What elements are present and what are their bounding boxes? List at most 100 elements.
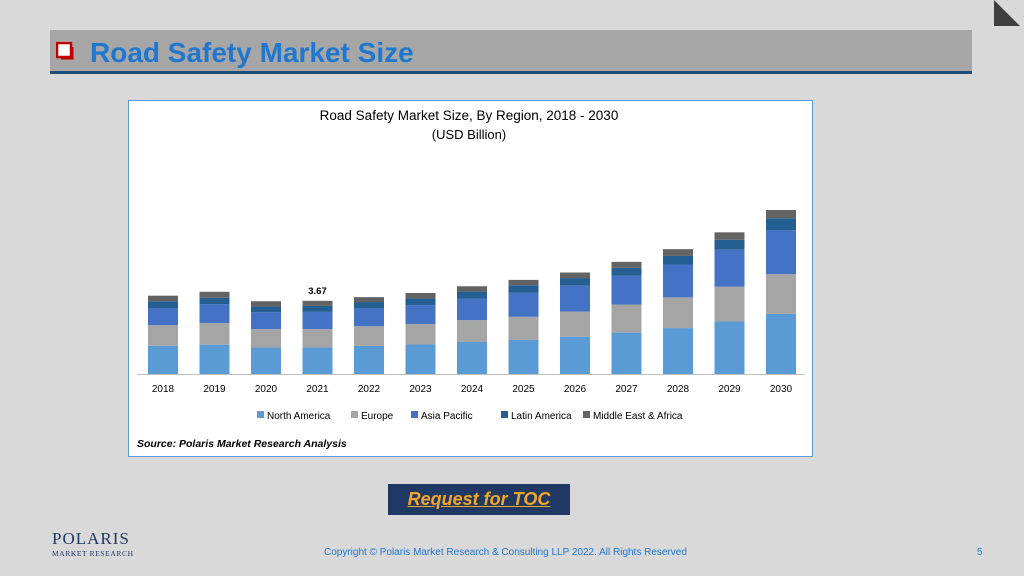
bar-segment-2025-middle-east-africa [508, 279, 539, 286]
logo-subtitle: MARKET RESEARCH [52, 549, 134, 558]
bar-segment-2019-north-america [199, 344, 230, 374]
x-tick-label: 2030 [770, 384, 793, 395]
checkbox-bullet-icon [56, 42, 74, 60]
legend-label: Middle East & Africa [593, 411, 683, 422]
bar-segment-2026-north-america [560, 336, 590, 374]
bar-segment-2025-latin-america [508, 285, 539, 293]
x-tick-label: 2025 [512, 384, 535, 395]
request-toc-button[interactable]: Request for TOC [388, 484, 570, 515]
bar-segment-2028-europe [663, 297, 693, 329]
bar-segment-2018-north-america [148, 345, 178, 374]
x-tick-label: 2029 [718, 384, 741, 395]
bar-segment-2028-north-america [663, 328, 693, 374]
bar-segment-2023-europe [405, 323, 436, 345]
bar-segment-2030-middle-east-africa [766, 210, 796, 219]
bar-segment-2020-latin-america [251, 306, 281, 313]
legend-label: Europe [361, 411, 394, 422]
bar-segment-2023-middle-east-africa [405, 293, 436, 299]
bar-segment-2027-europe [611, 304, 642, 333]
corner-triangle-decoration [994, 0, 1020, 26]
bar-segment-2021-latin-america [302, 305, 333, 312]
chart-subtitle: (USD Billion) [432, 127, 506, 142]
bar-segment-2029-asia-pacific [714, 249, 745, 287]
bar-segment-2026-middle-east-africa [560, 272, 590, 279]
data-label: 3.67 [308, 286, 327, 297]
bar-segment-2023-north-america [405, 344, 436, 374]
bar-segment-2030-north-america [766, 313, 796, 374]
bar-segment-2019-latin-america [199, 297, 230, 305]
bar-segment-2022-north-america [354, 345, 384, 374]
bar-segment-2018-europe [148, 325, 178, 346]
bar-segment-2022-asia-pacific [354, 308, 384, 327]
bar-segment-2025-north-america [508, 339, 539, 374]
bar-segment-2023-asia-pacific [405, 305, 436, 324]
bar-segment-2021-europe [302, 329, 333, 348]
bar-segment-2026-latin-america [560, 278, 590, 286]
bar-segment-2021-asia-pacific [302, 311, 333, 330]
logo-name: POLARIS [52, 529, 130, 548]
bar-segment-2022-europe [354, 326, 384, 346]
bar-segment-2028-latin-america [663, 255, 693, 265]
bar-segment-2024-middle-east-africa [457, 286, 487, 292]
page-title: Road Safety Market Size [90, 37, 414, 68]
legend-label: Latin America [511, 411, 572, 422]
footer-copyright: Copyright © Polaris Market Research & Co… [324, 547, 687, 558]
bar-segment-2030-latin-america [766, 218, 796, 231]
chart-title: Road Safety Market Size, By Region, 2018… [320, 108, 619, 123]
legend-swatch [257, 411, 264, 418]
x-tick-label: 2022 [358, 384, 381, 395]
chart-card: Road Safety Market Size, By Region, 2018… [128, 100, 813, 457]
bar-segment-2027-asia-pacific [611, 275, 642, 305]
x-tick-label: 2018 [152, 384, 175, 395]
bar-segment-2024-latin-america [457, 291, 487, 299]
x-tick-label: 2024 [461, 384, 484, 395]
bar-segment-2019-asia-pacific [199, 304, 230, 323]
x-tick-label: 2019 [203, 384, 226, 395]
bar-segment-2030-asia-pacific [766, 230, 796, 275]
bar-segment-2024-north-america [457, 342, 487, 374]
bar-segment-2026-asia-pacific [560, 285, 590, 312]
bar-segment-2030-europe [766, 274, 796, 314]
bar-segment-2024-europe [457, 320, 487, 343]
bar-segment-2028-middle-east-africa [663, 249, 693, 256]
bar-segment-2019-middle-east-africa [199, 291, 230, 298]
bar-segment-2019-europe [199, 322, 230, 345]
x-tick-label: 2027 [615, 384, 638, 395]
x-tick-label: 2026 [564, 384, 587, 395]
bar-segment-2018-asia-pacific [148, 308, 178, 326]
legend-swatch [583, 411, 590, 418]
bar-segment-2027-middle-east-africa [611, 261, 642, 268]
bar-segment-2023-latin-america [405, 298, 436, 306]
bar-segment-2029-europe [714, 286, 745, 322]
legend-swatch [411, 411, 418, 418]
bar-segment-2025-europe [508, 316, 539, 340]
bar-segment-2018-middle-east-africa [148, 295, 178, 302]
x-tick-label: 2021 [306, 384, 329, 395]
bar-segment-2029-latin-america [714, 239, 745, 250]
bar-segment-2026-europe [560, 311, 590, 337]
bar-segment-2029-middle-east-africa [714, 232, 745, 240]
bar-segment-2022-latin-america [354, 302, 384, 309]
bar-segment-2021-north-america [302, 347, 333, 374]
bar-segment-2020-middle-east-africa [251, 301, 281, 307]
bar-segment-2028-asia-pacific [663, 264, 693, 298]
bar-segment-2020-europe [251, 329, 281, 348]
title-bar: Road Safety Market Size [50, 30, 972, 74]
stacked-bar-chart: Road Safety Market Size, By Region, 2018… [137, 108, 805, 450]
bar-segment-2029-north-america [714, 321, 745, 374]
bar-segment-2027-latin-america [611, 267, 642, 276]
legend-swatch [501, 411, 508, 418]
x-tick-label: 2023 [409, 384, 432, 395]
polaris-logo: POLARIS MARKET RESEARCH [52, 529, 134, 562]
bar-segment-2027-north-america [611, 332, 642, 374]
legend-label: Asia Pacific [421, 411, 473, 422]
bar-segment-2020-asia-pacific [251, 312, 281, 330]
chart-source: Source: Polaris Market Research Analysis [137, 438, 347, 450]
legend-label: North America [267, 411, 331, 422]
legend-swatch [351, 411, 358, 418]
x-tick-label: 2028 [667, 384, 690, 395]
bar-segment-2021-middle-east-africa [302, 300, 333, 306]
bar-segment-2025-asia-pacific [508, 292, 539, 317]
bar-segment-2024-asia-pacific [457, 298, 487, 321]
bar-segment-2022-middle-east-africa [354, 297, 384, 303]
